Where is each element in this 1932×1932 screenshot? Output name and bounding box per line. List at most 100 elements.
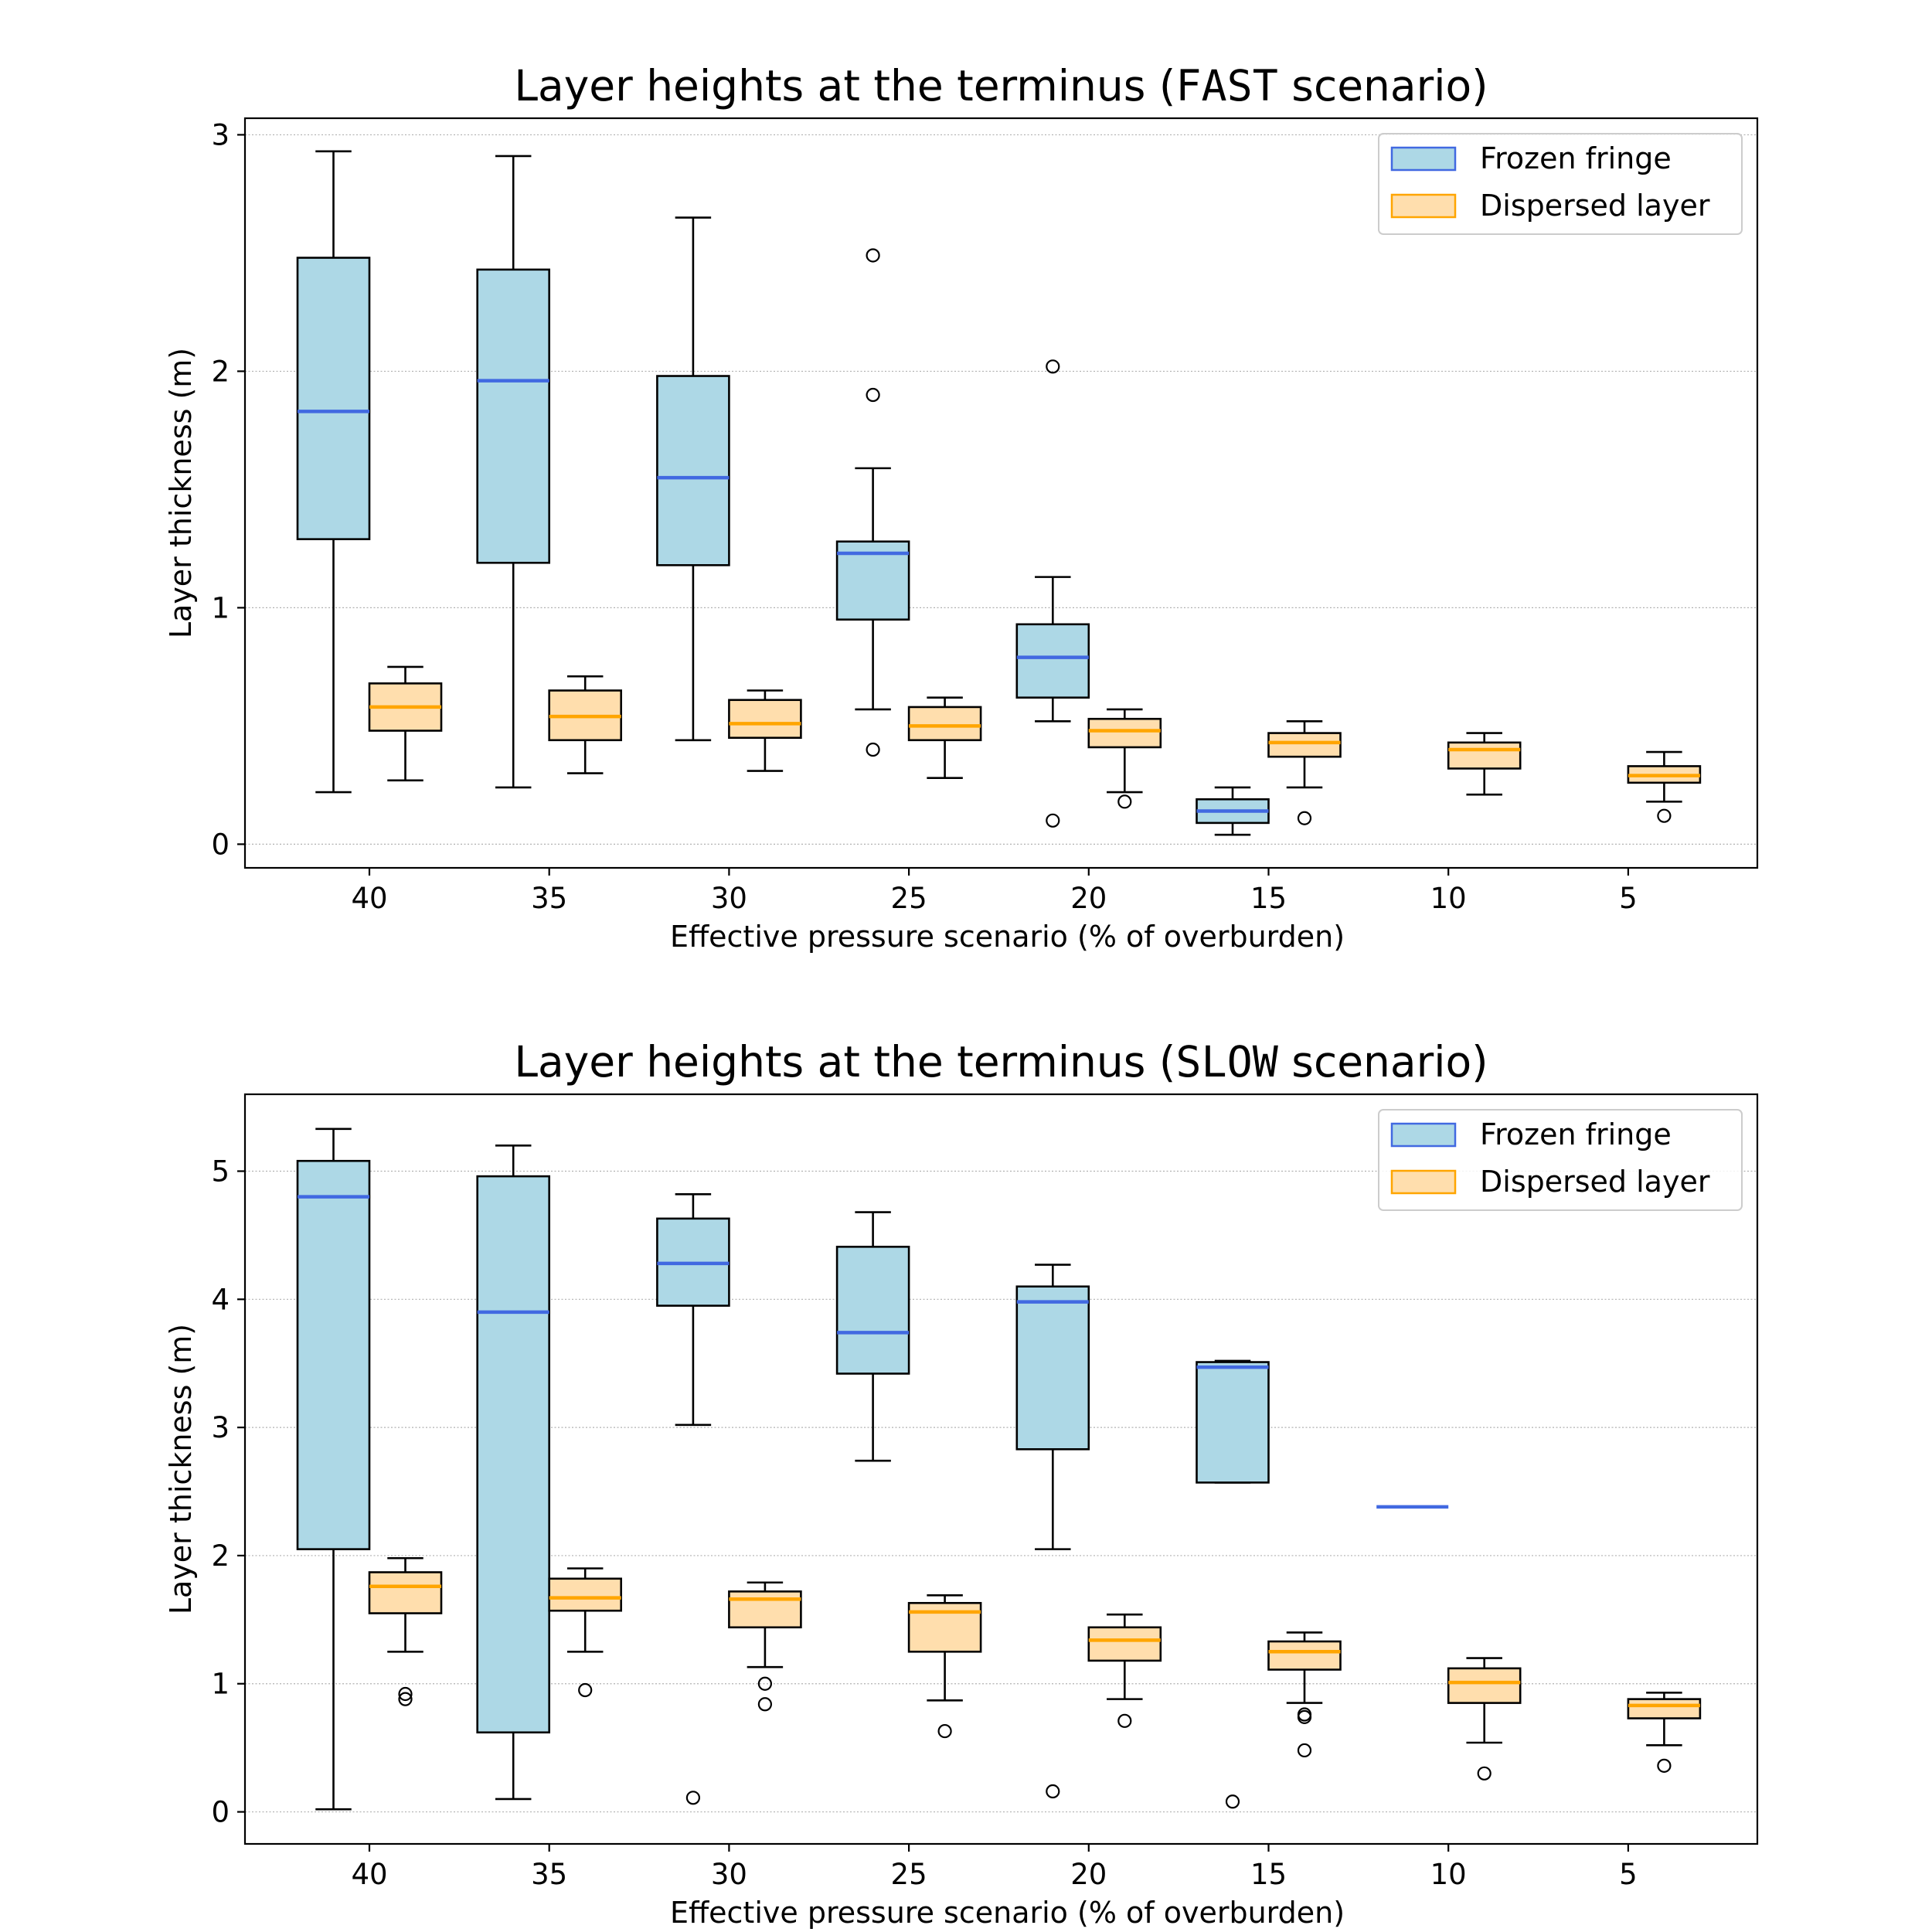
- outlier-point: [866, 387, 880, 403]
- x-tick-label: 25: [891, 1858, 927, 1891]
- dispersed-box-10: [1447, 732, 1522, 796]
- frozen-box-15: [1196, 786, 1270, 836]
- iqr-box: [728, 699, 802, 740]
- dispersed-box-10: [1447, 1657, 1522, 1781]
- x-tick-label: 40: [351, 882, 387, 915]
- iqr-box: [1087, 1626, 1162, 1662]
- dispersed-box-30: [728, 1581, 802, 1712]
- iqr-box: [476, 1175, 551, 1734]
- outlier-point: [1297, 1709, 1312, 1724]
- x-axis-label: Effective pressure scenario (% of overbu…: [670, 920, 1345, 954]
- iqr-box: [1087, 717, 1162, 749]
- y-tick-label: 5: [211, 1155, 230, 1188]
- outlier-point: [1046, 1784, 1060, 1799]
- frozen-box-40: [296, 150, 371, 794]
- frozen-box-35: [476, 1145, 551, 1801]
- x-tick-label: 10: [1430, 1858, 1467, 1891]
- outlier-point: [866, 248, 880, 263]
- iqr-box: [368, 1571, 443, 1614]
- x-tick-label: 35: [531, 1858, 567, 1891]
- outlier-point: [685, 1791, 701, 1805]
- outlier-point: [757, 1676, 773, 1691]
- iqr-box: [476, 268, 551, 564]
- legend-swatch-dispersed: [1390, 1169, 1457, 1195]
- y-tick-label: 2: [211, 1539, 230, 1573]
- x-tick-label: 15: [1250, 882, 1287, 915]
- outlier-point: [398, 1692, 413, 1706]
- legend-frame: [1378, 133, 1743, 235]
- chart-title: Layer heights at the terminus (FAST scen…: [514, 61, 1488, 111]
- x-tick-label: 5: [1619, 1858, 1638, 1891]
- y-tick-label: 1: [211, 1668, 230, 1701]
- legend: Frozen fringe Dispersed layer: [1378, 1109, 1743, 1211]
- outlier-point: [398, 1686, 413, 1702]
- x-tick-label: 35: [531, 882, 567, 915]
- legend-label: Dispersed layer: [1480, 1165, 1710, 1199]
- y-tick-label: 0: [211, 1796, 230, 1829]
- outlier-point: [1297, 1743, 1312, 1758]
- x-axis-label: Effective pressure scenario (% of overbu…: [670, 1896, 1345, 1930]
- iqr-box: [1015, 1285, 1090, 1451]
- legend-label: Dispersed layer: [1480, 189, 1710, 223]
- legend: Frozen fringe Dispersed layer: [1378, 133, 1743, 235]
- outlier-point: [937, 1723, 952, 1739]
- iqr-box: [907, 706, 982, 742]
- y-axis-label: Layer thickness (m): [164, 1324, 198, 1614]
- iqr-box: [1627, 1698, 1702, 1719]
- outlier-point: [1046, 359, 1060, 374]
- iqr-box: [1196, 1361, 1270, 1484]
- axes-frame: [243, 117, 1759, 869]
- dispersed-box-15: [1267, 1631, 1342, 1758]
- x-tick-label: 40: [351, 1858, 387, 1891]
- legend-swatch-dispersed: [1390, 193, 1457, 219]
- outlier-point: [1225, 1794, 1240, 1809]
- dispersed-box-30: [728, 689, 802, 772]
- dispersed-box-40: [368, 1556, 443, 1706]
- outlier-point: [1046, 813, 1060, 828]
- frozen-box-25: [835, 1211, 910, 1462]
- legend-label: Frozen fringe: [1480, 141, 1672, 175]
- legend-label: Frozen fringe: [1480, 1117, 1672, 1151]
- iqr-box: [656, 375, 730, 566]
- iqr-box: [296, 257, 371, 540]
- x-tick-label: 30: [711, 1858, 747, 1891]
- iqr-box: [835, 1246, 910, 1375]
- iqr-box: [1267, 732, 1342, 758]
- x-tick-label: 10: [1430, 882, 1467, 915]
- iqr-box: [1267, 1640, 1342, 1671]
- y-tick-label: 3: [211, 1411, 230, 1444]
- frozen-box-20: [1015, 359, 1090, 828]
- x-tick-label: 5: [1619, 882, 1638, 915]
- legend-swatch-frozen: [1390, 146, 1457, 172]
- dispersed-box-20: [1087, 1613, 1162, 1728]
- outlier-point: [578, 1682, 593, 1698]
- axes-frame: [243, 1093, 1759, 1845]
- outlier-point: [1297, 811, 1312, 825]
- iqr-box: [1015, 623, 1090, 699]
- outlier-point: [866, 742, 880, 757]
- legend-swatch-frozen: [1390, 1122, 1457, 1148]
- y-axis-label: Layer thickness (m): [164, 348, 198, 638]
- iqr-box: [548, 1577, 623, 1612]
- outlier-point: [1477, 1766, 1492, 1781]
- iqr-box: [1447, 741, 1522, 770]
- dispersed-box-5: [1627, 1692, 1702, 1773]
- y-tick-label: 2: [211, 355, 230, 388]
- x-tick-label: 20: [1070, 882, 1107, 915]
- y-tick-label: 4: [211, 1283, 230, 1316]
- legend-frame: [1378, 1109, 1743, 1211]
- frozen-box-35: [476, 155, 551, 789]
- chart-panel-1: 0 1 2 3 40 35 30 25 20 15 10 5 Effective pressure sc…: [164, 61, 1759, 954]
- iqr-box: [296, 1159, 371, 1550]
- dispersed-box-25: [907, 1594, 982, 1739]
- y-tick-label: 3: [211, 118, 230, 151]
- iqr-box: [728, 1590, 802, 1629]
- outlier-point: [757, 1697, 773, 1712]
- x-tick-label: 25: [891, 882, 927, 915]
- y-tick-label: 0: [211, 828, 230, 861]
- chart-title: Layer heights at the terminus (SLOW scen…: [514, 1037, 1488, 1087]
- outlier-point: [1117, 1713, 1132, 1728]
- frozen-box-40: [296, 1128, 371, 1811]
